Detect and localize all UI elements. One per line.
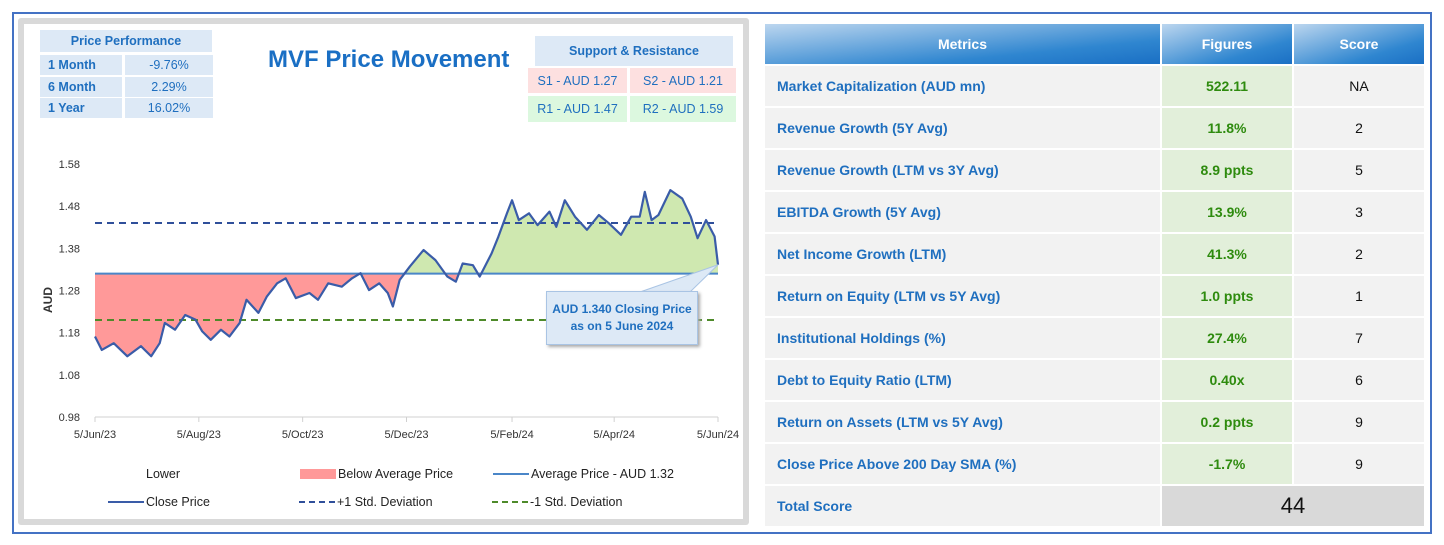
figure-cell: 8.9 ppts bbox=[1160, 148, 1294, 192]
y-axis-label: AUD bbox=[41, 287, 55, 313]
x-tick-label: 5/Dec/23 bbox=[384, 429, 428, 441]
legend-average: Average Price - AUD 1.32 bbox=[493, 467, 674, 481]
figure-cell: 1.0 ppts bbox=[1160, 274, 1294, 318]
legend-below-average: Below Average Price bbox=[300, 467, 453, 481]
total-row: Total Score 44 bbox=[763, 484, 1426, 528]
perf-value-6m: 2.29% bbox=[125, 77, 213, 97]
header-metrics: Metrics bbox=[763, 22, 1162, 66]
y-tick-label: 1.58 bbox=[59, 159, 80, 171]
table-row: Institutional Holdings (%) 27.4% 7 bbox=[763, 316, 1426, 360]
score-cell: 6 bbox=[1292, 358, 1426, 402]
table-row: Debt to Equity Ratio (LTM) 0.40x 6 bbox=[763, 358, 1426, 402]
support-1: S1 - AUD 1.27 bbox=[528, 68, 627, 93]
x-tick-label: 5/Jun/23 bbox=[74, 429, 116, 441]
figure-cell: 522.11 bbox=[1160, 64, 1294, 108]
y-tick-label: 1.38 bbox=[59, 243, 80, 255]
y-tick-label: 1.28 bbox=[59, 286, 80, 298]
figure-cell: 27.4% bbox=[1160, 316, 1294, 360]
score-cell: 2 bbox=[1292, 232, 1426, 276]
legend-lower-label: Lower bbox=[146, 467, 181, 481]
metric-cell: Revenue Growth (5Y Avg) bbox=[763, 106, 1162, 150]
y-tick-label: 1.18 bbox=[59, 328, 80, 340]
resistance-2: R2 - AUD 1.59 bbox=[630, 96, 736, 122]
perf-value-1y: 16.02% bbox=[125, 98, 213, 118]
metric-cell: Revenue Growth (LTM vs 3Y Avg) bbox=[763, 148, 1162, 192]
legend-lower: Lower bbox=[146, 467, 180, 481]
score-cell: NA bbox=[1292, 64, 1426, 108]
table-row: EBITDA Growth (5Y Avg) 13.9% 3 bbox=[763, 190, 1426, 234]
legend-minus-label: -1 Std. Deviation bbox=[530, 495, 623, 509]
minus-sd-swatch bbox=[492, 501, 528, 503]
legend-close: Close Price bbox=[108, 495, 210, 509]
resistance-1: R1 - AUD 1.47 bbox=[528, 96, 627, 122]
table-row: Close Price Above 200 Day SMA (%) -1.7% 9 bbox=[763, 442, 1426, 486]
legend-close-label: Close Price bbox=[146, 495, 210, 509]
average-swatch bbox=[493, 473, 529, 475]
legend-avg-label: Average Price - AUD 1.32 bbox=[531, 467, 674, 481]
score-cell: 3 bbox=[1292, 190, 1426, 234]
y-tick-label: 1.08 bbox=[59, 370, 80, 382]
support-2: S2 - AUD 1.21 bbox=[630, 68, 736, 93]
y-tick-label: 0.98 bbox=[59, 412, 80, 424]
metric-cell: Market Capitalization (AUD mn) bbox=[763, 64, 1162, 108]
price-chart: 0.98 1.08 1.18 1.28 1.38 1.48 1.58 5/Jun/23 5/Au… bbox=[41, 159, 739, 441]
x-tick-label: 5/Oct/23 bbox=[282, 429, 324, 441]
metric-cell: Net Income Growth (LTM) bbox=[763, 232, 1162, 276]
figure-cell: 13.9% bbox=[1160, 190, 1294, 234]
score-cell: 5 bbox=[1292, 148, 1426, 192]
support-resistance-title: Support & Resistance bbox=[535, 36, 733, 66]
figure-cell: 0.2 ppts bbox=[1160, 400, 1294, 444]
y-tick-label: 1.48 bbox=[59, 201, 80, 213]
table-row: Return on Equity (LTM vs 5Y Avg) 1.0 ppts… bbox=[763, 274, 1426, 318]
perf-value-1m: -9.76% bbox=[125, 55, 213, 75]
dashboard-frame bbox=[12, 12, 1432, 534]
metric-cell: EBITDA Growth (5Y Avg) bbox=[763, 190, 1162, 234]
header-score: Score bbox=[1292, 22, 1426, 66]
metric-cell: Close Price Above 200 Day SMA (%) bbox=[763, 442, 1162, 486]
score-cell: 9 bbox=[1292, 400, 1426, 444]
table-row: Return on Assets (LTM vs 5Y Avg) 0.2 ppts… bbox=[763, 400, 1426, 444]
closing-price-callout: AUD 1.340 Closing Price as on 5 June 202… bbox=[546, 291, 698, 345]
metric-cell: Return on Equity (LTM vs 5Y Avg) bbox=[763, 274, 1162, 318]
figure-cell: 0.40x bbox=[1160, 358, 1294, 402]
x-tick-label: 5/Apr/24 bbox=[593, 429, 635, 441]
below-average-area bbox=[95, 273, 718, 357]
legend-minus-sd: -1 Std. Deviation bbox=[492, 495, 622, 509]
price-performance-title: Price Performance bbox=[40, 30, 212, 52]
chart-title: MVF Price Movement bbox=[268, 46, 510, 73]
plus-sd-swatch bbox=[299, 501, 335, 503]
total-score: 44 bbox=[1160, 484, 1426, 528]
score-cell: 2 bbox=[1292, 106, 1426, 150]
callout-line1: AUD 1.340 Closing Price bbox=[552, 302, 692, 316]
figure-cell: 41.3% bbox=[1160, 232, 1294, 276]
close-swatch bbox=[108, 501, 144, 503]
figure-cell: 11.8% bbox=[1160, 106, 1294, 150]
x-tick-label: 5/Aug/23 bbox=[177, 429, 221, 441]
score-cell: 1 bbox=[1292, 274, 1426, 318]
legend-plus-sd: +1 Std. Deviation bbox=[299, 495, 433, 509]
figure-cell: -1.7% bbox=[1160, 442, 1294, 486]
legend-plus-label: +1 Std. Deviation bbox=[337, 495, 433, 509]
table-row: Market Capitalization (AUD mn) 522.11 NA bbox=[763, 64, 1426, 108]
perf-label-1y: 1 Year bbox=[40, 98, 122, 118]
close-price-line bbox=[94, 189, 720, 358]
x-tick-label: 5/Jun/24 bbox=[697, 429, 739, 441]
metric-cell: Institutional Holdings (%) bbox=[763, 316, 1162, 360]
callout-line2: as on 5 June 2024 bbox=[570, 319, 674, 333]
metric-cell: Debt to Equity Ratio (LTM) bbox=[763, 358, 1162, 402]
metrics-table: Metrics Figures Score Market Capitalizat… bbox=[763, 22, 1426, 528]
below-average-swatch bbox=[300, 469, 336, 479]
score-cell: 9 bbox=[1292, 442, 1426, 486]
score-cell: 7 bbox=[1292, 316, 1426, 360]
table-row: Revenue Growth (LTM vs 3Y Avg) 8.9 ppts 5 bbox=[763, 148, 1426, 192]
metric-cell: Return on Assets (LTM vs 5Y Avg) bbox=[763, 400, 1162, 444]
total-label: Total Score bbox=[763, 484, 1162, 528]
perf-label-6m: 6 Month bbox=[40, 77, 122, 97]
legend-below-label: Below Average Price bbox=[338, 467, 454, 481]
table-row: Net Income Growth (LTM) 41.3% 2 bbox=[763, 232, 1426, 276]
header-figures: Figures bbox=[1160, 22, 1294, 66]
perf-label-1m: 1 Month bbox=[40, 55, 122, 75]
table-row: Revenue Growth (5Y Avg) 11.8% 2 bbox=[763, 106, 1426, 150]
x-tick-label: 5/Feb/24 bbox=[490, 429, 533, 441]
